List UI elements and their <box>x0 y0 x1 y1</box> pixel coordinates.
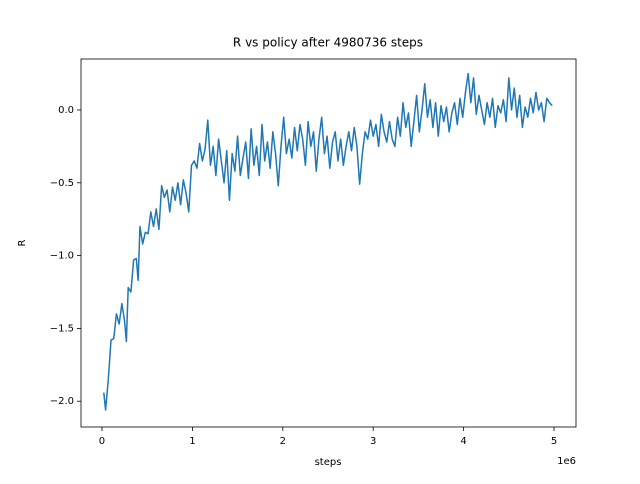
x-tick-label: 3 <box>370 436 376 447</box>
y-axis-label: R <box>17 239 28 246</box>
x-axis-label: steps <box>315 457 342 468</box>
x-tick-label: 1 <box>189 436 195 447</box>
x-tick-label: 0 <box>99 436 105 447</box>
y-tick-label: 0.0 <box>58 105 74 116</box>
x-offset-label: 1e6 <box>557 456 576 467</box>
y-tick-label: −2.0 <box>50 396 74 407</box>
data-line <box>103 72 553 411</box>
x-tick-label: 4 <box>460 436 466 447</box>
plot-frame <box>80 58 577 428</box>
y-tick-label: −1.0 <box>50 251 74 262</box>
y-tick-label: −1.5 <box>50 323 74 334</box>
x-tick-label: 2 <box>280 436 286 447</box>
x-tick-label: 5 <box>551 436 557 447</box>
y-tick-label: −0.5 <box>50 178 74 189</box>
chart-title: R vs policy after 4980736 steps <box>233 36 423 50</box>
